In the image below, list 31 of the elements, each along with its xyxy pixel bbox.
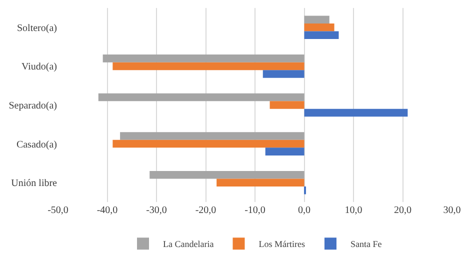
bar (102, 54, 304, 62)
bar (304, 24, 334, 32)
bar (265, 148, 304, 156)
x-tick-label: -10,0 (244, 205, 266, 216)
bar (112, 140, 304, 148)
bar (112, 62, 304, 70)
x-tick-label: 30,0 (443, 205, 461, 216)
y-tick-label: Casado(a) (16, 139, 57, 150)
bar (216, 178, 304, 186)
x-tick-label: 0,0 (298, 205, 310, 216)
y-tick-label: Separado(a) (8, 100, 57, 112)
bar (120, 132, 304, 140)
legend-label: La Candelaria (163, 239, 214, 250)
y-tick-label: Soltero(a) (17, 22, 57, 34)
legend-label: Los Mártires (258, 239, 306, 250)
bar (304, 108, 408, 117)
bar (270, 101, 304, 109)
x-tick-label: -40,0 (96, 205, 118, 216)
bar (304, 31, 339, 40)
x-tick-label: 20,0 (394, 205, 412, 216)
bar (262, 70, 304, 78)
bar (150, 170, 304, 179)
y-tick-label: Unión libre (11, 178, 58, 190)
legend-label: Santa Fe (350, 239, 382, 250)
x-tick-label: -30,0 (146, 205, 167, 216)
x-tick-label: 10,0 (344, 205, 362, 216)
x-tick-label: -20,0 (195, 205, 216, 216)
y-tick-label: Viudo(a) (22, 62, 57, 73)
bar (98, 93, 304, 102)
bar (304, 16, 330, 24)
x-tick-label: -50,0 (48, 205, 68, 216)
